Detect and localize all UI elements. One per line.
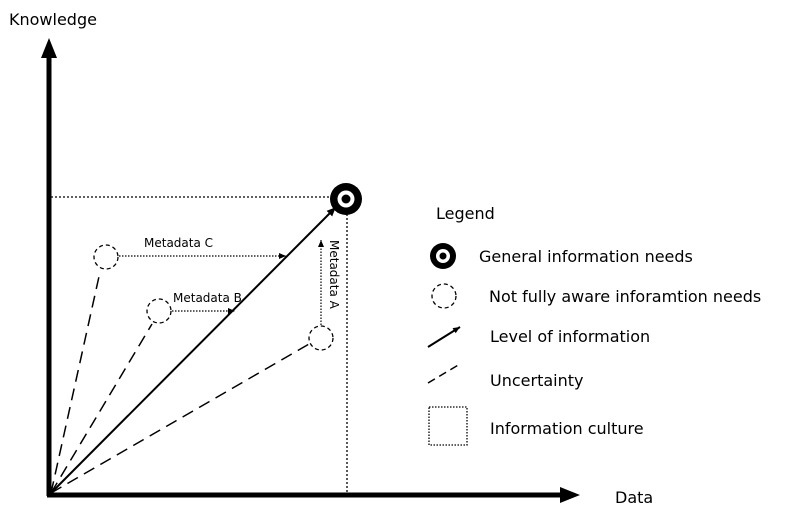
legend-label-information-culture: Information culture bbox=[490, 419, 644, 438]
solid-arrow-icon bbox=[427, 326, 461, 348]
awareness-circle-c bbox=[93, 244, 119, 270]
legend-label-level-of-information: Level of information bbox=[490, 327, 650, 346]
uncertainty-line-a bbox=[50, 343, 310, 494]
uncertainty-line-c bbox=[50, 271, 101, 494]
awareness-circle-b bbox=[146, 298, 172, 324]
metadata-b-label: Metadata B bbox=[173, 291, 242, 305]
y-axis-label: Knowledge bbox=[9, 10, 97, 29]
y-axis bbox=[41, 38, 57, 496]
legend-label-not-aware-needs: Not fully aware inforamtion needs bbox=[489, 287, 761, 306]
dashed-line-icon bbox=[427, 363, 461, 384]
uncertainty-line-b bbox=[50, 323, 153, 494]
x-axis-label: Data bbox=[615, 488, 653, 507]
bullseye-icon bbox=[430, 243, 456, 269]
dashed-circle-icon bbox=[431, 283, 457, 309]
legend-title: Legend bbox=[436, 204, 495, 223]
general-information-needs-marker bbox=[330, 183, 362, 215]
legend-label-general-needs: General information needs bbox=[479, 247, 693, 266]
legend-label-uncertainty: Uncertainty bbox=[490, 371, 583, 390]
awareness-circle-a bbox=[308, 325, 334, 351]
level-of-information-arrow bbox=[50, 207, 336, 494]
dotted-square-icon bbox=[428, 406, 468, 446]
metadata-c-label: Metadata C bbox=[144, 236, 213, 250]
x-axis bbox=[47, 487, 580, 503]
metadata-a-label: Metadata A bbox=[327, 240, 341, 310]
